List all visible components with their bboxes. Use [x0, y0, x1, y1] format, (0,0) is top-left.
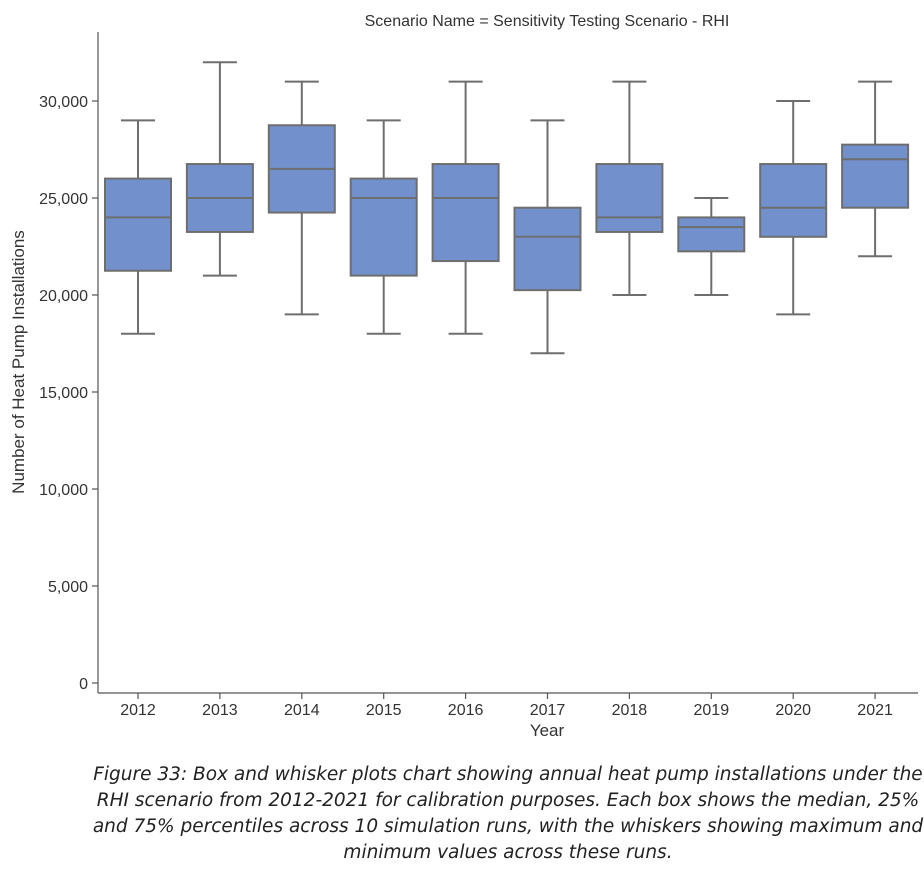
x-tick-label: 2014 [284, 702, 320, 719]
x-tick-label: 2020 [775, 702, 811, 719]
x-tick-label: 2018 [612, 702, 648, 719]
iqr-box [104, 177, 172, 272]
figure-caption: Figure 33: Box and whisker plots chart s… [92, 764, 924, 863]
x-tick-label: 2021 [857, 702, 893, 719]
x-tick-label: 2012 [120, 702, 156, 719]
iqr-box [349, 177, 418, 277]
box-2019 [677, 197, 746, 296]
x-axis-label: Year [530, 721, 565, 740]
iqr-box [431, 163, 500, 263]
box-2016 [431, 80, 500, 335]
y-tick-label: 20,000 [39, 288, 88, 305]
x-tick-label: 2015 [366, 702, 402, 719]
iqr-box [677, 216, 746, 253]
iqr-box [759, 163, 828, 238]
y-tick-label: 5,000 [48, 579, 88, 596]
box-2020 [759, 100, 828, 316]
x-tick-label: 2019 [694, 702, 730, 719]
box-2021 [841, 80, 910, 258]
x-tick-label: 2017 [530, 702, 566, 719]
y-tick-label: 25,000 [39, 191, 88, 208]
iqr-box [513, 206, 582, 292]
x-tick-label: 2013 [202, 702, 238, 719]
box-2017 [513, 119, 582, 355]
y-tick-label: 30,000 [39, 94, 88, 111]
chart-title: Scenario Name = Sensitivity Testing Scen… [365, 13, 730, 30]
x-tick-label: 2016 [448, 702, 484, 719]
box-2015 [349, 119, 418, 335]
iqr-box [595, 163, 664, 233]
box-2018 [595, 80, 664, 296]
box-plot-chart: Scenario Name = Sensitivity Testing Scen… [9, 13, 918, 740]
iqr-box [841, 143, 910, 209]
y-tick-label: 0 [79, 676, 88, 693]
box-series [104, 61, 910, 355]
y-tick-label: 10,000 [39, 482, 88, 499]
x-axis: 2012 2013 2014 2015 2016 2017 2018 2019 2020 2021 [120, 693, 893, 719]
box-2014 [267, 80, 336, 316]
y-axis: 0 5,000 10,000 15,000 20,000 25,000 30,000 [39, 94, 98, 693]
box-2013 [185, 61, 254, 277]
y-axis-label: Number of Heat Pump Installations [9, 230, 28, 494]
y-tick-label: 15,000 [39, 385, 88, 402]
box-2012 [104, 119, 172, 335]
